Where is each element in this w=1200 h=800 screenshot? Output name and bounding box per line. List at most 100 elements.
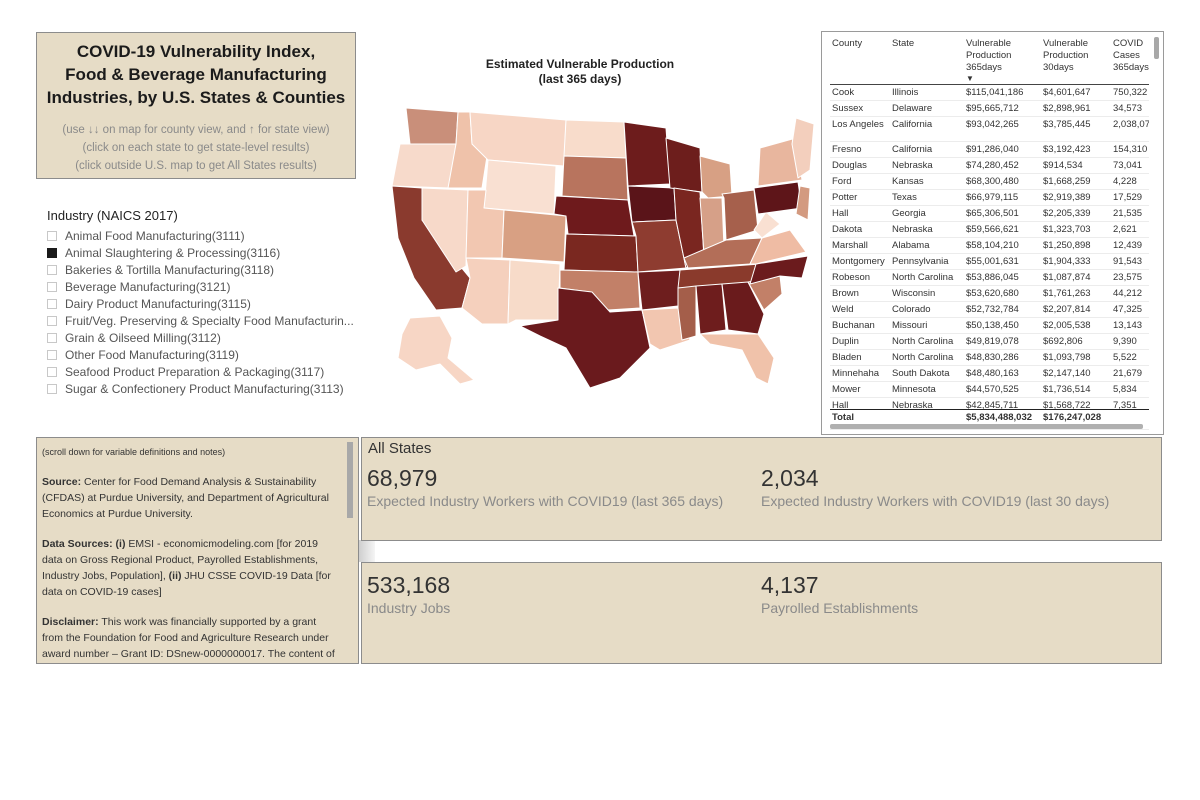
state-georgia[interactable] [721,281,765,335]
vertical-scrollbar[interactable] [1154,37,1159,59]
state-colorado[interactable] [501,209,567,263]
horizontal-scrollbar[interactable] [830,424,1143,429]
checkbox[interactable] [47,264,57,275]
checkbox-checked[interactable] [47,247,57,258]
state-north-dakota[interactable] [563,119,627,159]
state-south-dakota[interactable] [561,155,629,201]
state-arizona[interactable] [461,257,511,325]
checkbox[interactable] [47,230,57,241]
header-text: Vulnerable [1043,38,1089,49]
checkbox[interactable] [47,315,57,326]
table-row[interactable]: Mower Minnesota $44,570,525 $1,736,514 5,834 [830,382,1149,398]
state-oregon[interactable] [391,143,457,189]
checkbox[interactable] [47,332,57,343]
table-row[interactable]: Douglas Nebraska $74,280,452 $914,534 73,041 [830,158,1149,174]
col-header-covid-cases[interactable]: COVID Cases 365days [1113,38,1149,74]
table-row[interactable]: Hall Georgia $65,306,501 $2,205,339 21,535 [830,206,1149,222]
table-row[interactable]: Marshall Alabama $58,104,210 $1,250,898 12,4… [830,238,1149,254]
state-alabama[interactable] [695,283,727,335]
checkbox[interactable] [47,349,57,360]
state-wisconsin[interactable] [665,137,703,193]
slicer-item-sugar[interactable]: Sugar & Confectionery Product Manufactur… [47,380,357,397]
table-row[interactable]: Ford Kansas $68,300,480 $1,668,259 4,228 [830,174,1149,190]
state-missouri[interactable] [631,219,687,273]
slicer-item-fruit-veg[interactable]: Fruit/Veg. Preserving & Specialty Food M… [47,312,357,329]
slicer-item-animal-slaughtering[interactable]: Animal Slaughtering & Processing(3116) [47,244,357,261]
cell-state: Georgia [892,208,926,219]
slicer-item-bakeries[interactable]: Bakeries & Tortilla Manufacturing(3118) [47,261,357,278]
slicer-item-beverage[interactable]: Beverage Manufacturing(3121) [47,278,357,295]
state-pennsylvania[interactable] [753,181,803,215]
state-new-england[interactable] [791,117,815,179]
col-header-vulnerable-30[interactable]: Vulnerable Production 30days [1043,38,1088,74]
cell-county: Fresno [832,144,862,155]
col-header-state[interactable]: State [892,38,914,50]
cell-v365: $115,041,186 [966,87,1024,98]
table-row[interactable]: Fresno California $91,286,040 $3,192,423 154… [830,142,1149,158]
state-north-carolina[interactable] [749,255,809,285]
state-mississippi[interactable] [677,285,697,341]
table-row[interactable]: Sussex Delaware $95,665,712 $2,898,961 34,57… [830,101,1149,117]
state-arkansas[interactable] [637,269,683,311]
table-row[interactable]: Dakota Nebraska $59,566,621 $1,323,703 2,621 [830,222,1149,238]
disclaimer-label: Disclaimer: [42,616,99,628]
state-virginia[interactable] [749,229,807,265]
cell-county: Weld [832,304,854,315]
col-header-vulnerable-365[interactable]: Vulnerable Production 365days ▼ [966,38,1011,83]
table-row[interactable]: Montgomery Pennsylvania $55,001,631 $1,904,… [830,254,1149,270]
notes-panel[interactable]: (scroll down for variable definitions an… [36,437,359,664]
county-table[interactable]: County State Vulnerable Production 365da… [821,31,1164,435]
cell-cases: 2,621 [1113,224,1137,235]
state-nebraska[interactable] [553,195,635,237]
slicer-item-dairy[interactable]: Dairy Product Manufacturing(3115) [47,295,357,312]
cell-county: Douglas [832,160,867,171]
slicer-item-grain-oilseed[interactable]: Grain & Oilseed Milling(3112) [47,329,357,346]
table-row[interactable]: Bladen North Carolina $48,830,286 $1,093,79… [830,350,1149,366]
table-row[interactable]: Los Angeles California $93,042,265 $3,785,4… [830,117,1149,142]
table-row[interactable]: Brown Wisconsin $53,620,680 $1,761,263 44,21… [830,286,1149,302]
table-row[interactable]: Robeson North Carolina $53,886,045 $1,087,8… [830,270,1149,286]
slicer-item-label: Animal Food Manufacturing(3111) [65,228,245,243]
notes-scrollbar[interactable] [347,442,353,518]
table-row[interactable]: Weld Colorado $52,732,784 $2,207,814 47,325 [830,302,1149,318]
cell-state: Nebraska [892,160,933,171]
col-header-county[interactable]: County [832,38,862,50]
state-new-jersey-delaware[interactable] [795,185,811,221]
slicer-item-label: Sugar & Confectionery Product Manufactur… [65,381,344,396]
state-washington[interactable] [405,107,459,145]
cell-cases: 73,041 [1113,160,1143,171]
table-body[interactable]: Cook Illinois $115,041,186 $4,601,647 750,32… [830,85,1149,439]
checkbox[interactable] [47,298,57,309]
table-row[interactable]: Buchanan Missouri $50,138,450 $2,005,538 13,… [830,318,1149,334]
state-wyoming[interactable] [483,159,557,215]
state-alaska[interactable] [397,315,475,385]
checkbox[interactable] [47,281,57,292]
table-row[interactable]: Duplin North Carolina $49,819,078 $692,806 9… [830,334,1149,350]
state-nevada[interactable] [421,187,469,273]
state-new-mexico[interactable] [507,259,561,325]
state-west-virginia[interactable] [753,211,781,239]
state-texas[interactable] [519,287,651,388]
data-source-text: EMSI - economicmodeling.com [for 2019 da… [42,538,319,582]
us-choropleth-map[interactable] [370,88,815,388]
state-new-york[interactable] [757,137,803,187]
state-iowa[interactable] [627,185,677,223]
instruction-line: (use ↓↓ on map for county view, and ↑ fo… [62,124,330,136]
state-louisiana[interactable] [641,307,691,351]
table-row[interactable]: Cook Illinois $115,041,186 $4,601,647 750,32… [830,85,1149,101]
state-ohio[interactable] [721,189,759,241]
table-row[interactable]: Potter Texas $66,979,115 $2,919,389 17,529 [830,190,1149,206]
map-title-line: (last 365 days) [538,72,622,86]
slicer-item-animal-food[interactable]: Animal Food Manufacturing(3111) [47,227,357,244]
state-minnesota[interactable] [623,121,671,187]
state-florida[interactable] [699,333,775,385]
slicer-item-seafood[interactable]: Seafood Product Preparation & Packaging(… [47,363,357,380]
slicer-item-other-food[interactable]: Other Food Manufacturing(3119) [47,346,357,363]
kpi-workers-365: 68,979 Expected Industry Workers with CO… [367,464,723,510]
state-kansas[interactable] [563,233,639,273]
state-michigan[interactable] [699,155,733,199]
checkbox[interactable] [47,366,57,377]
checkbox[interactable] [47,383,57,394]
table-row[interactable]: Minnehaha South Dakota $48,480,163 $2,147,1… [830,366,1149,382]
header-text: 30days [1043,62,1074,73]
